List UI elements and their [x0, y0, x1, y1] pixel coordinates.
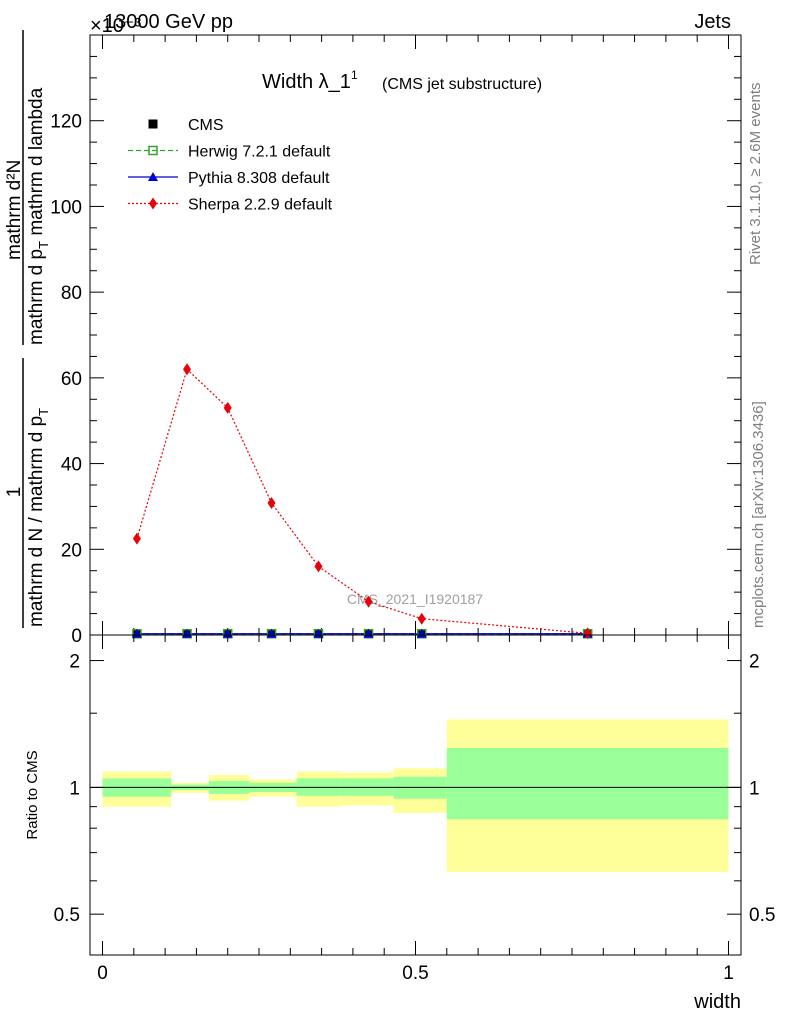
- ylabel-denominator-sub: T: [36, 408, 51, 416]
- data-point-sherpa: [183, 363, 192, 376]
- main-ytick-label: 20: [61, 540, 82, 561]
- legend-label: CMS: [188, 117, 224, 134]
- ylabel-right-top: mathrm d²N: [4, 160, 25, 260]
- legend-label: Sherpa 2.2.9 default: [188, 197, 333, 214]
- main-ytick-label: 120: [50, 112, 82, 133]
- legend-marker: [148, 145, 158, 156]
- ratio-ytick-label: 1: [69, 778, 80, 799]
- ylabel-right-bottom: mathrm d pT mathrm d lambda: [26, 87, 51, 345]
- legend: CMS Herwig 7.2.1 default Pythia 8.308 defa…: [128, 117, 333, 214]
- ratio-ytick-label: 2: [69, 652, 80, 673]
- ratio-band-inner: [446, 748, 729, 820]
- header-left-label: 13000 GeV pp: [104, 11, 233, 33]
- ylabel-denominator-text: mathrm d N / mathrm d p: [26, 416, 47, 627]
- legend-label: Pythia 8.308 default: [188, 170, 330, 187]
- ratio-xticks: 0 0.5 1: [97, 635, 734, 984]
- main-ytick-label: 80: [61, 283, 82, 304]
- chart-title: Width λ_11: [262, 68, 358, 93]
- ratio-xtick-label: 1: [723, 963, 734, 984]
- ylabel-right-bottom-tail: mathrm d lambda: [26, 87, 47, 241]
- ratio-panel: 0.5 0.51 12 2 0 0.5 1: [54, 634, 776, 984]
- legend-marker: [148, 119, 158, 129]
- ratio-ytick-label: 0.5: [54, 905, 80, 926]
- ratio-yticks: 0.5 0.5 1 1 2 2: [54, 652, 776, 927]
- y-exponent-label: ×10⁻³: [90, 15, 141, 37]
- ylabel-right-bottom-sub: T: [36, 241, 51, 249]
- data-point-sherpa: [132, 532, 141, 545]
- watermark: CMS_2021_I1920187: [347, 591, 483, 607]
- ratio-ytick-label-right: 2: [749, 652, 760, 673]
- x-axis-label: width: [693, 991, 741, 1013]
- ratio-ytick-label-right: 1: [749, 778, 760, 799]
- data-point-sherpa: [364, 595, 373, 608]
- chart-subtitle: (CMS jet substructure): [382, 76, 542, 93]
- ratio-xtick-label: 0.5: [402, 963, 428, 984]
- legend-marker: [149, 197, 157, 210]
- data-point-sherpa: [583, 627, 592, 640]
- legend-label: Herwig 7.2.1 default: [188, 144, 331, 161]
- ylabel-denominator: mathrm d N / mathrm d pT: [26, 408, 51, 627]
- data-point-sherpa: [267, 497, 276, 509]
- data-point-sherpa: [314, 560, 323, 573]
- rivet-version-label: Rivet 3.1.10, ≥ 2.6M events: [747, 83, 764, 266]
- series-line-sherpa: [136, 368, 588, 634]
- ylabel-right-bottom-text: mathrm d p: [26, 249, 47, 345]
- chart-title-sup: 1: [351, 68, 358, 82]
- ratio-ytick-label-right: 0.5: [749, 905, 775, 926]
- main-ytick-label: 60: [61, 369, 82, 390]
- ratio-bands: [102, 719, 729, 872]
- ylabel-numerator: 1: [4, 487, 25, 498]
- main-xticks: [102, 35, 729, 635]
- header-right-label: Jets: [694, 11, 731, 33]
- main-panel: 0 20 40 60 80 100 120 CMS_2021_I1920187 Width …: [50, 34, 742, 647]
- main-ytick-label: 0: [71, 626, 82, 647]
- main-ylabel: 1 mathrm d N / mathrm d pT mathrm d²N ma…: [4, 30, 51, 628]
- chart-title-text: Width λ_1: [262, 71, 351, 93]
- legend-marker: [148, 172, 158, 181]
- main-ytick-label: 40: [61, 455, 82, 476]
- data-point-sherpa: [223, 401, 232, 414]
- series-lines: [136, 368, 588, 635]
- mcplots-label: mcplots.cern.ch [arXiv:1306.3436]: [750, 401, 767, 628]
- ratio-ylabel: Ratio to CMS: [24, 750, 41, 839]
- main-yticks: 0 20 40 60 80 100 120: [50, 55, 741, 647]
- ratio-xtick-label: 0: [97, 963, 108, 984]
- data-point-sherpa: [417, 612, 426, 625]
- main-ytick-label: 100: [50, 197, 82, 218]
